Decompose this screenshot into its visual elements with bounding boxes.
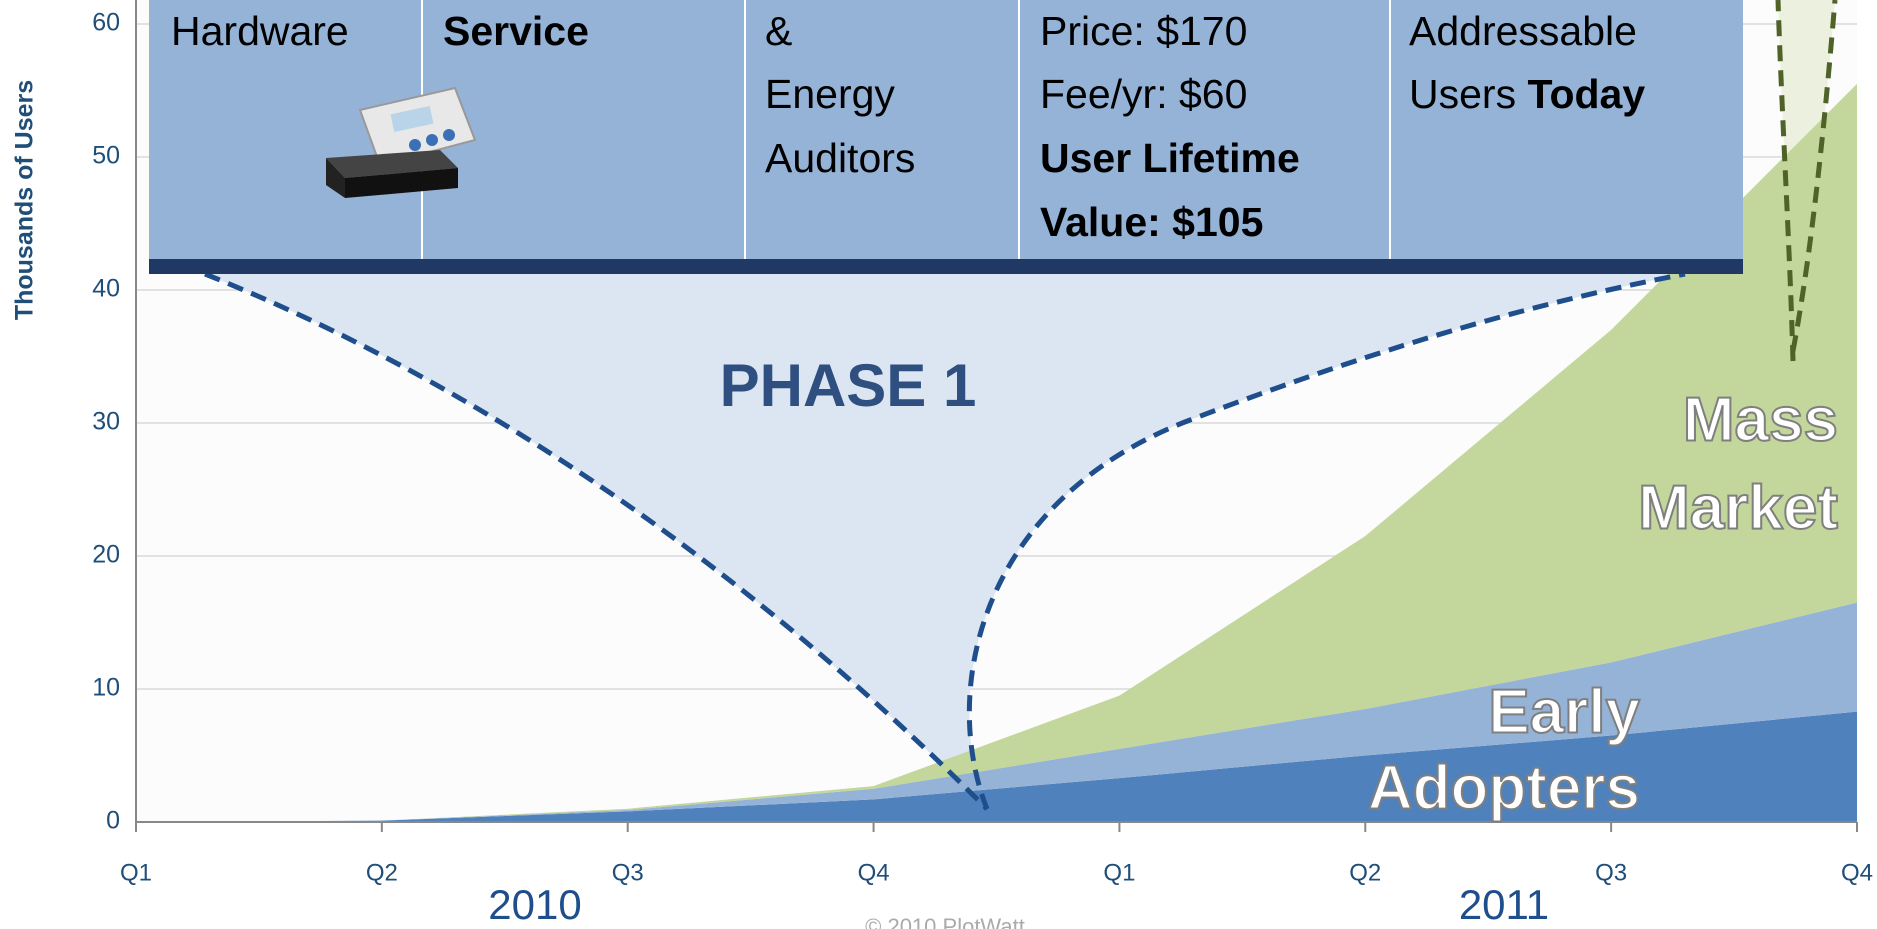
banner-text-run: Auditors	[765, 135, 915, 181]
x-tick-label: Q3	[1595, 859, 1627, 886]
banner-line: Service	[443, 8, 589, 54]
banner-line: &	[765, 8, 792, 54]
y-tick-label: 30	[92, 408, 120, 436]
y-axis-title: Thousands of Users	[11, 80, 39, 320]
banner-line: User Lifetime	[1040, 135, 1300, 181]
early-adopters-label: Early	[1488, 677, 1640, 746]
y-tick-label: 20	[92, 541, 120, 569]
x-tick-label: Q3	[612, 859, 644, 886]
banner-line: Auditors	[765, 135, 915, 181]
banner-text-run: Energy	[765, 71, 895, 117]
phase-label: PHASE 1	[720, 352, 977, 419]
banner-text-run: Today	[1527, 71, 1645, 117]
banner-text-run: Price: $170	[1040, 8, 1247, 54]
page: 0 10 20 30 40 50 60 Thousands of Users Q1 Q2 Q3 Q4 Q…	[0, 0, 1877, 929]
banner-line: Users Today	[1409, 71, 1645, 117]
banner-line: Hardware	[171, 8, 349, 54]
banner-text-run: Addressable	[1409, 8, 1637, 54]
x-tick-label: Q4	[858, 859, 890, 886]
copyright: © 2010 PlotWatt	[865, 914, 1025, 929]
banner-line: Fee/yr: $60	[1040, 71, 1247, 117]
banner-line: Addressable	[1409, 8, 1637, 54]
banner-text-run: Fee/yr: $60	[1040, 71, 1247, 117]
banner-bar	[149, 259, 1743, 274]
year-label: 2011	[1459, 881, 1549, 928]
banner-text-run: Hardware	[171, 8, 349, 54]
banner-text-run: Value: $105	[1040, 199, 1263, 245]
banner-line: Value: $105	[1040, 199, 1263, 245]
x-tick-label: Q4	[1841, 859, 1873, 886]
y-tick-label: 60	[92, 9, 120, 37]
banner-text-run: User Lifetime	[1040, 135, 1300, 181]
y-tick-label: 10	[92, 674, 120, 702]
banner-text-run: Users	[1409, 71, 1527, 117]
early-adopters-label: Adopters	[1368, 753, 1640, 822]
x-tick-label: Q2	[366, 859, 398, 886]
y-tick-label: 40	[92, 275, 120, 303]
mass-market-label: Mass	[1683, 385, 1838, 454]
chart: 0 10 20 30 40 50 60 Thousands of Users Q1 Q2 Q3 Q4 Q…	[0, 0, 1877, 929]
year-label: 2010	[488, 881, 581, 928]
banner-text-run: &	[765, 8, 792, 54]
banner-line: Energy	[765, 71, 895, 117]
mass-market-label: Market	[1638, 473, 1838, 542]
banner-text-run: Service	[443, 8, 589, 54]
banner-line: Price: $170	[1040, 8, 1247, 54]
x-tick-label: Q1	[1103, 859, 1135, 886]
x-tick-label: Q2	[1349, 859, 1381, 886]
y-tick-label: 50	[92, 142, 120, 170]
x-tick-label: Q1	[120, 859, 152, 886]
y-tick-label: 0	[106, 807, 120, 835]
